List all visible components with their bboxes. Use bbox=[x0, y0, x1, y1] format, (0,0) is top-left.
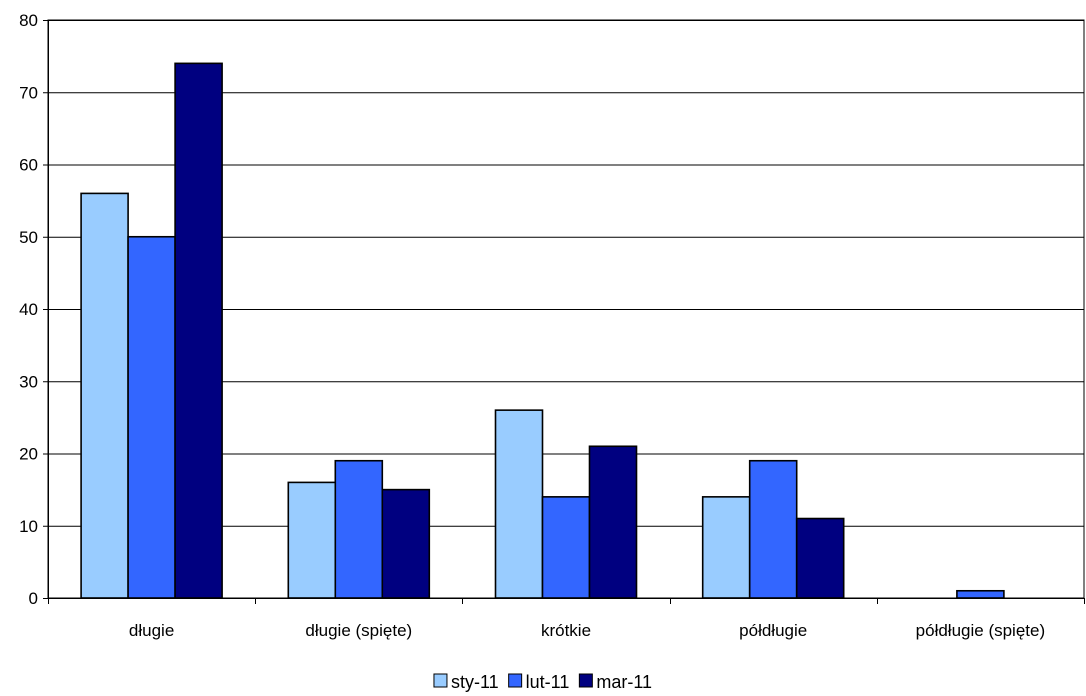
y-tick-labels: 0 10 20 30 40 50 60 70 80 bbox=[19, 11, 38, 608]
x-category-label: półdługie bbox=[739, 621, 807, 640]
y-tick-label: 60 bbox=[19, 156, 38, 175]
bar-sty-11-długie (spięte) bbox=[287, 481, 337, 599]
y-tick-label: 70 bbox=[19, 83, 38, 102]
legend-label: mar-11 bbox=[596, 672, 652, 692]
y-tick-label: 40 bbox=[19, 300, 38, 319]
bar-mar-11-długie (spięte) bbox=[381, 488, 431, 599]
legend-swatch-sty-11 bbox=[433, 673, 448, 688]
x-category-label: krótkie bbox=[541, 621, 591, 640]
legend-label: lut-11 bbox=[526, 672, 570, 692]
legend-swatch-mar-11 bbox=[578, 673, 593, 688]
legend-label: sty-11 bbox=[451, 672, 499, 692]
y-tick-label: 30 bbox=[19, 372, 38, 391]
bar-lut-11-długie bbox=[127, 235, 176, 599]
bar-lut-11-półdługie bbox=[748, 459, 798, 599]
bar-lut-11-długie (spięte) bbox=[334, 459, 384, 599]
bar-sty-11-krótkie bbox=[494, 409, 544, 599]
bar-mar-11-półdługie bbox=[795, 517, 845, 599]
legend: sty-11 lut-11 mar-11 bbox=[433, 672, 652, 692]
x-category-label: długie bbox=[129, 621, 174, 640]
x-category-labels: długie długie (spięte) krótkie półdługie pół… bbox=[129, 621, 1045, 640]
bar-sty-11-długie bbox=[80, 192, 129, 599]
x-category-label: długie (spięte) bbox=[305, 621, 412, 640]
x-category-label: półdługie (spięte) bbox=[916, 621, 1045, 640]
y-tick-label: 10 bbox=[19, 517, 38, 536]
bar-mar-11-długie bbox=[174, 62, 223, 599]
bars bbox=[80, 62, 1005, 599]
bar-lut-11-krótkie bbox=[541, 496, 591, 599]
y-tick-label: 0 bbox=[29, 589, 38, 608]
y-tick-label: 20 bbox=[19, 445, 38, 464]
bar-sty-11-półdługie bbox=[701, 496, 751, 599]
y-tick-label: 80 bbox=[19, 11, 38, 30]
legend-swatch-lut-11 bbox=[508, 673, 523, 688]
bar-mar-11-krótkie bbox=[588, 445, 638, 599]
axes bbox=[43, 20, 1085, 604]
y-tick-label: 50 bbox=[19, 228, 38, 247]
bar-lut-11-półdługie (spięte) bbox=[956, 589, 1005, 599]
